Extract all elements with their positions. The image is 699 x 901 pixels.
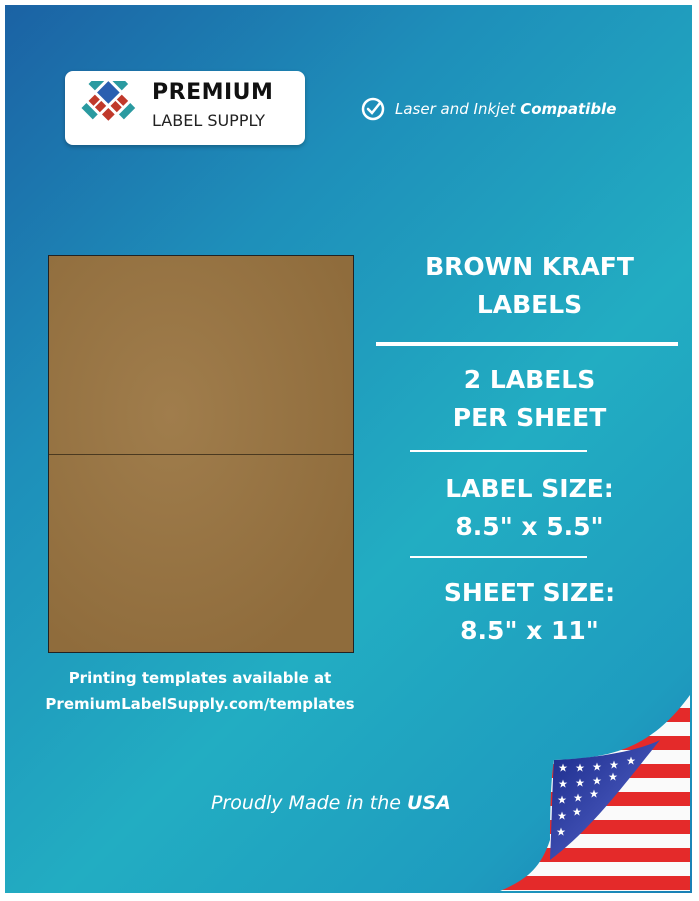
compat-emphasis: Compatible (520, 100, 617, 118)
compat-text: Laser and Inkjet (395, 100, 516, 118)
us-flag-page-curl-icon (500, 695, 690, 891)
label-size-heading: LABEL SIZE: (445, 474, 614, 503)
labels-per-sheet: 2 LABELS PER SHEET (381, 361, 678, 437)
sheet-size-heading: SHEET SIZE: (443, 578, 616, 607)
count-line2: PER SHEET (452, 403, 607, 432)
title-line1: BROWN KRAFT (425, 252, 634, 281)
check-circle-icon (361, 97, 385, 121)
product-title: BROWN KRAFT LABELS (381, 248, 678, 324)
brand-subname: LABEL SUPPLY (152, 111, 266, 130)
label-divider (49, 454, 353, 455)
sheet-size-value: 8.5" x 11" (460, 616, 599, 645)
count-line1: 2 LABELS (463, 365, 596, 394)
origin-text: Proudly Made in the (211, 792, 401, 814)
label-size-value: 8.5" x 5.5" (455, 512, 604, 541)
templates-line1: Printing templates available at (68, 669, 332, 687)
title-line2: LABELS (476, 290, 583, 319)
origin-emphasis: USA (406, 792, 451, 814)
divider (410, 450, 587, 452)
compatibility-note: Laser and Inkjet Compatible (361, 97, 616, 121)
divider (410, 556, 587, 558)
divider (376, 342, 678, 346)
brand-name: PREMIUM (152, 80, 274, 105)
made-in-usa: Proudly Made in the USA (211, 791, 451, 815)
templates-note: Printing templates available at PremiumL… (5, 665, 395, 717)
sheet-size: SHEET SIZE: 8.5" x 11" (381, 574, 678, 650)
templates-link[interactable]: PremiumLabelSupply.com/templates (45, 695, 355, 713)
kraft-sheet-image (48, 255, 354, 653)
logo-mark-icon (81, 81, 136, 121)
brand-logo: PREMIUM LABEL SUPPLY (65, 71, 305, 145)
product-card: PREMIUM LABEL SUPPLY Laser and Inkjet Co… (5, 5, 692, 893)
label-size: LABEL SIZE: 8.5" x 5.5" (381, 470, 678, 546)
